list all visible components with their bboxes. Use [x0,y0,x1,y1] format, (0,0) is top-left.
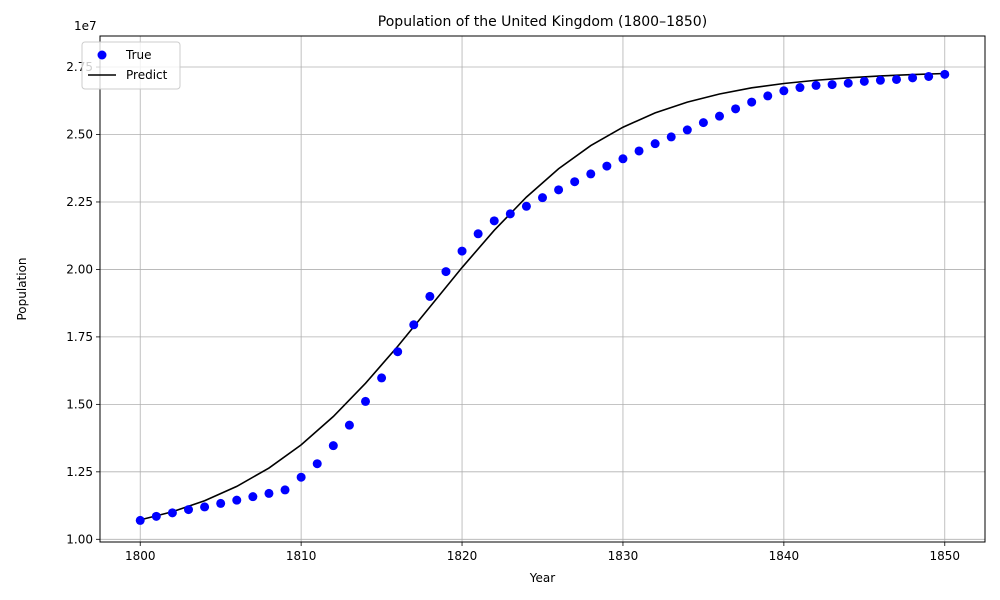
data-point [554,185,564,195]
data-point [618,154,628,164]
data-point [200,502,210,512]
data-point [924,71,934,81]
data-point [811,80,821,90]
data-point [296,472,306,482]
data-point [779,86,789,96]
data-point [377,373,387,383]
data-point [570,177,580,187]
y-tick-label: 2.25 [66,195,93,209]
x-tick-label: 1800 [125,549,156,563]
x-tick-label: 1830 [608,549,639,563]
data-point [232,495,242,505]
y-tick-label: 1.50 [66,397,93,411]
data-point [216,498,226,508]
legend-entry-predict: Predict [126,68,168,82]
data-point [135,515,145,525]
data-point [489,216,499,226]
y-axis-offset-label: 1e7 [74,19,97,33]
data-point [505,209,515,219]
data-point [682,125,692,135]
data-point [361,396,370,406]
y-tick-label: 2.50 [66,128,93,142]
data-point [859,76,869,86]
predict-line-layer [140,72,945,521]
x-tick-label: 1840 [769,549,800,563]
data-point [827,80,837,90]
plot-frame [99,35,986,543]
data-point [328,441,338,451]
data-point [698,118,708,128]
legend-marker-true [97,50,107,60]
data-point [650,139,660,149]
data-point [280,485,290,495]
data-point [473,229,483,239]
x-tick-label: 1850 [929,549,960,563]
data-point [731,104,741,114]
data-point [344,420,354,430]
y-tick-label: 1.25 [66,465,93,479]
data-point [602,161,612,171]
data-point [457,246,467,256]
data-point [538,193,547,203]
data-point [892,74,901,84]
data-point [441,267,451,277]
predict-line [140,72,945,521]
data-point [409,320,419,330]
legend-box [81,41,181,90]
data-point [425,291,435,301]
data-point [312,459,322,469]
data-point [875,75,885,85]
data-point [908,73,918,83]
data-point [521,201,531,211]
grid-lines [100,36,985,542]
data-point [248,492,258,502]
data-point [586,169,596,179]
chart-title: Population of the United Kingdom (1800–1… [378,14,707,30]
x-tick-label: 1820 [447,549,478,563]
data-point [747,97,757,107]
data-point [763,91,773,101]
x-axis-label: Year [529,571,555,585]
x-tick-label: 1810 [286,549,317,563]
data-point [264,488,274,498]
data-point [184,505,193,515]
legend: True Predict [81,41,181,90]
data-point [167,508,177,518]
true-points-layer [135,69,950,525]
data-point [843,78,853,88]
y-axis-label: Population [15,257,29,320]
y-tick-label: 1.00 [66,532,93,546]
y-tick-label: 1.75 [66,330,93,344]
data-point [634,146,644,156]
data-point [666,132,676,142]
data-point [151,511,161,521]
data-point [940,69,950,79]
data-point [715,111,724,121]
y-tick-label: 2.00 [66,262,93,276]
legend-entry-true: True [125,48,152,62]
x-axis-ticks: 1800 1810 1820 1830 1840 1850 [125,542,960,563]
data-point [795,83,805,93]
data-point [393,347,403,357]
